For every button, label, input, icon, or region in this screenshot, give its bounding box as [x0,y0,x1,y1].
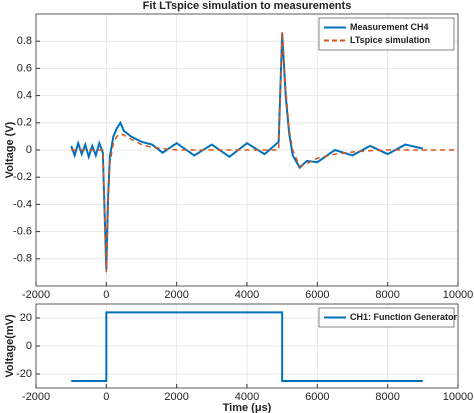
x-tick-label: 0 [103,289,109,301]
x-tick-label: 10000 [443,391,474,403]
x-tick-label: 2000 [164,391,188,403]
y-tick-label: -0.4 [13,198,32,210]
panel: -2000 0 2000 4000 6000 8000 10000 -0.8 -0.6 -0.4 -… [4,0,473,301]
axes-frame [35,303,459,389]
x-tick-label: 8000 [375,391,399,403]
y-tick-label: 0.2 [17,117,32,129]
x-axis-label: Time (μs) [223,402,272,413]
y-tick-label: -0.2 [13,171,32,183]
panel: -2000 0 2000 4000 6000 8000 10000 -20 0 20 Time (μ… [4,303,474,413]
x-tick-label: 2000 [164,289,188,301]
x-tick-label: 6000 [305,289,329,301]
y-axis-label: Voltage (V) [4,121,16,178]
y-tick-label: 0 [26,340,32,352]
x-tick-label: 10000 [443,289,474,301]
y-tick-label: 0.8 [17,35,32,47]
legend-label: LTspice simulation [350,35,430,45]
legend-label: Measurement CH4 [350,22,429,32]
legend-box [318,17,455,51]
x-tick-label: 8000 [375,289,399,301]
chart-title: Fit LTspice simulation to measurements [143,0,352,12]
axes-frame [35,13,459,287]
y-axis-label: Voltage(mV) [4,314,16,378]
x-tick-label: -2000 [22,391,50,403]
y-tick-label: 0.4 [17,90,32,102]
y-tick-label: 20 [20,312,32,324]
x-tick-label: 0 [103,391,109,403]
y-tick-label: -0.8 [13,253,32,265]
x-tick-label: 4000 [235,289,259,301]
y-tick-label: 0.6 [17,62,32,74]
x-tick-label: -2000 [22,289,50,301]
y-tick-label: -20 [16,368,32,380]
x-tick-label: 4000 [235,391,259,403]
y-tick-label: -0.6 [13,226,32,238]
series-line [71,311,423,382]
x-tick-label: 6000 [305,391,329,403]
legend-label: CH1: Function Generator [350,312,458,322]
legend-box [318,307,455,328]
y-tick-label: 0 [26,144,32,156]
